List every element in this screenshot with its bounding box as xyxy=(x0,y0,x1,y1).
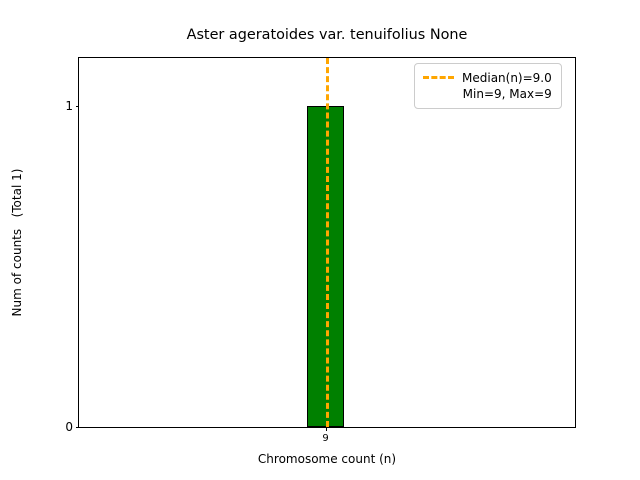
median-line xyxy=(325,58,329,427)
chart-title: Aster ageratoides var. tenuifolius None xyxy=(186,27,468,43)
xtick-label-9: 9 xyxy=(322,433,329,444)
ytick-label-1: 1 xyxy=(65,99,73,114)
ytick-label-0: 0 xyxy=(65,420,73,434)
plot-inner xyxy=(79,58,575,427)
ytick-mark-0 xyxy=(75,427,79,428)
legend-median-text: Median(n)=9.0 Min=9, Max=9 xyxy=(462,70,552,102)
bar-9 xyxy=(307,106,344,427)
legend: Median(n)=9.0 Min=9, Max=9 xyxy=(414,63,562,110)
x-axis-label: Chromosome count (n) xyxy=(257,452,397,466)
y-axis-label: Num of counts (Total 1) xyxy=(10,168,24,317)
legend-median-line2: Min=9, Max=9 xyxy=(462,87,552,102)
legend-median-line-swatch xyxy=(423,76,454,79)
ytick-mark-1 xyxy=(75,106,79,108)
legend-median-line1: Median(n)=9.0 xyxy=(462,71,552,85)
xtick-mark-9 xyxy=(325,427,327,431)
plot-area: 0 1 9 Median(n)=9.0 Min=9, Max=9 xyxy=(65,57,576,444)
